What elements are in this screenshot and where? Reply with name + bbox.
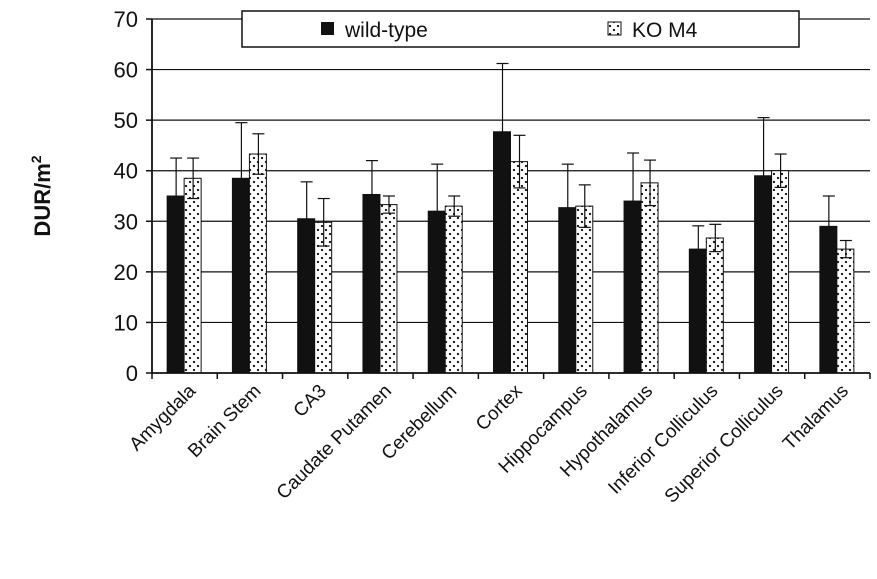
bar-wild-type xyxy=(819,225,838,374)
legend-swatch-ko-m4 xyxy=(607,21,622,36)
bar-wild-type xyxy=(166,195,185,374)
y-axis-title-superscript: 2 xyxy=(28,155,44,163)
bar-ko-m4 xyxy=(510,161,528,374)
y-tick-label: 50 xyxy=(114,108,138,133)
bar-ko-m4 xyxy=(575,205,594,374)
bar-ko-m4 xyxy=(248,153,267,374)
bar-ko-m4 xyxy=(771,170,790,374)
bar-wild-type xyxy=(297,218,316,374)
bar-wild-type xyxy=(231,177,250,374)
legend-label-ko-m4: KO M4 xyxy=(632,19,698,42)
y-axis-title: DUR/m2 xyxy=(28,155,55,236)
y-axis-title-text: DUR/m xyxy=(30,163,55,236)
legend: wild-type KO M4 xyxy=(241,10,800,48)
axes xyxy=(151,19,871,379)
y-axis-ticks: 0 10 20 30 40 50 60 70 xyxy=(114,7,152,386)
x-category-label: Cortex xyxy=(472,380,527,435)
bar-wild-type xyxy=(623,200,642,374)
bar-wild-type xyxy=(493,131,511,374)
y-tick-label: 30 xyxy=(114,209,138,234)
x-category-label: CA3 xyxy=(290,381,331,422)
legend-box xyxy=(241,10,800,48)
bar-ko-m4 xyxy=(836,248,855,374)
bar-ko-m4 xyxy=(705,237,724,374)
error-bars xyxy=(170,62,852,259)
y-tick-label: 70 xyxy=(114,7,138,32)
bar-wild-type xyxy=(427,210,446,374)
bar-wild-type xyxy=(362,193,381,374)
y-tick-label: 60 xyxy=(114,58,138,83)
x-category-label: Superior Colliculus xyxy=(661,381,788,508)
y-tick-label: 0 xyxy=(126,361,138,386)
x-category-label: Thalamus xyxy=(779,381,853,455)
bar-ko-m4 xyxy=(183,177,202,374)
bar-wild-type xyxy=(558,207,577,374)
bar-ko-m4 xyxy=(379,204,398,374)
bar-ko-m4 xyxy=(640,182,659,374)
x-category-label: Inferior Colliculus xyxy=(604,381,722,499)
bar-ko-m4 xyxy=(444,205,463,374)
y-tick-label: 40 xyxy=(114,159,138,184)
bar-wild-type xyxy=(754,175,773,374)
bars xyxy=(166,131,855,374)
legend-label-wild-type: wild-type xyxy=(344,19,428,42)
bar-wild-type xyxy=(688,248,707,374)
x-category-label: Caudate Putamen xyxy=(273,381,396,504)
y-tick-label: 10 xyxy=(114,310,138,335)
legend-swatch-wild-type xyxy=(321,22,334,35)
y-tick-label: 20 xyxy=(114,260,138,285)
